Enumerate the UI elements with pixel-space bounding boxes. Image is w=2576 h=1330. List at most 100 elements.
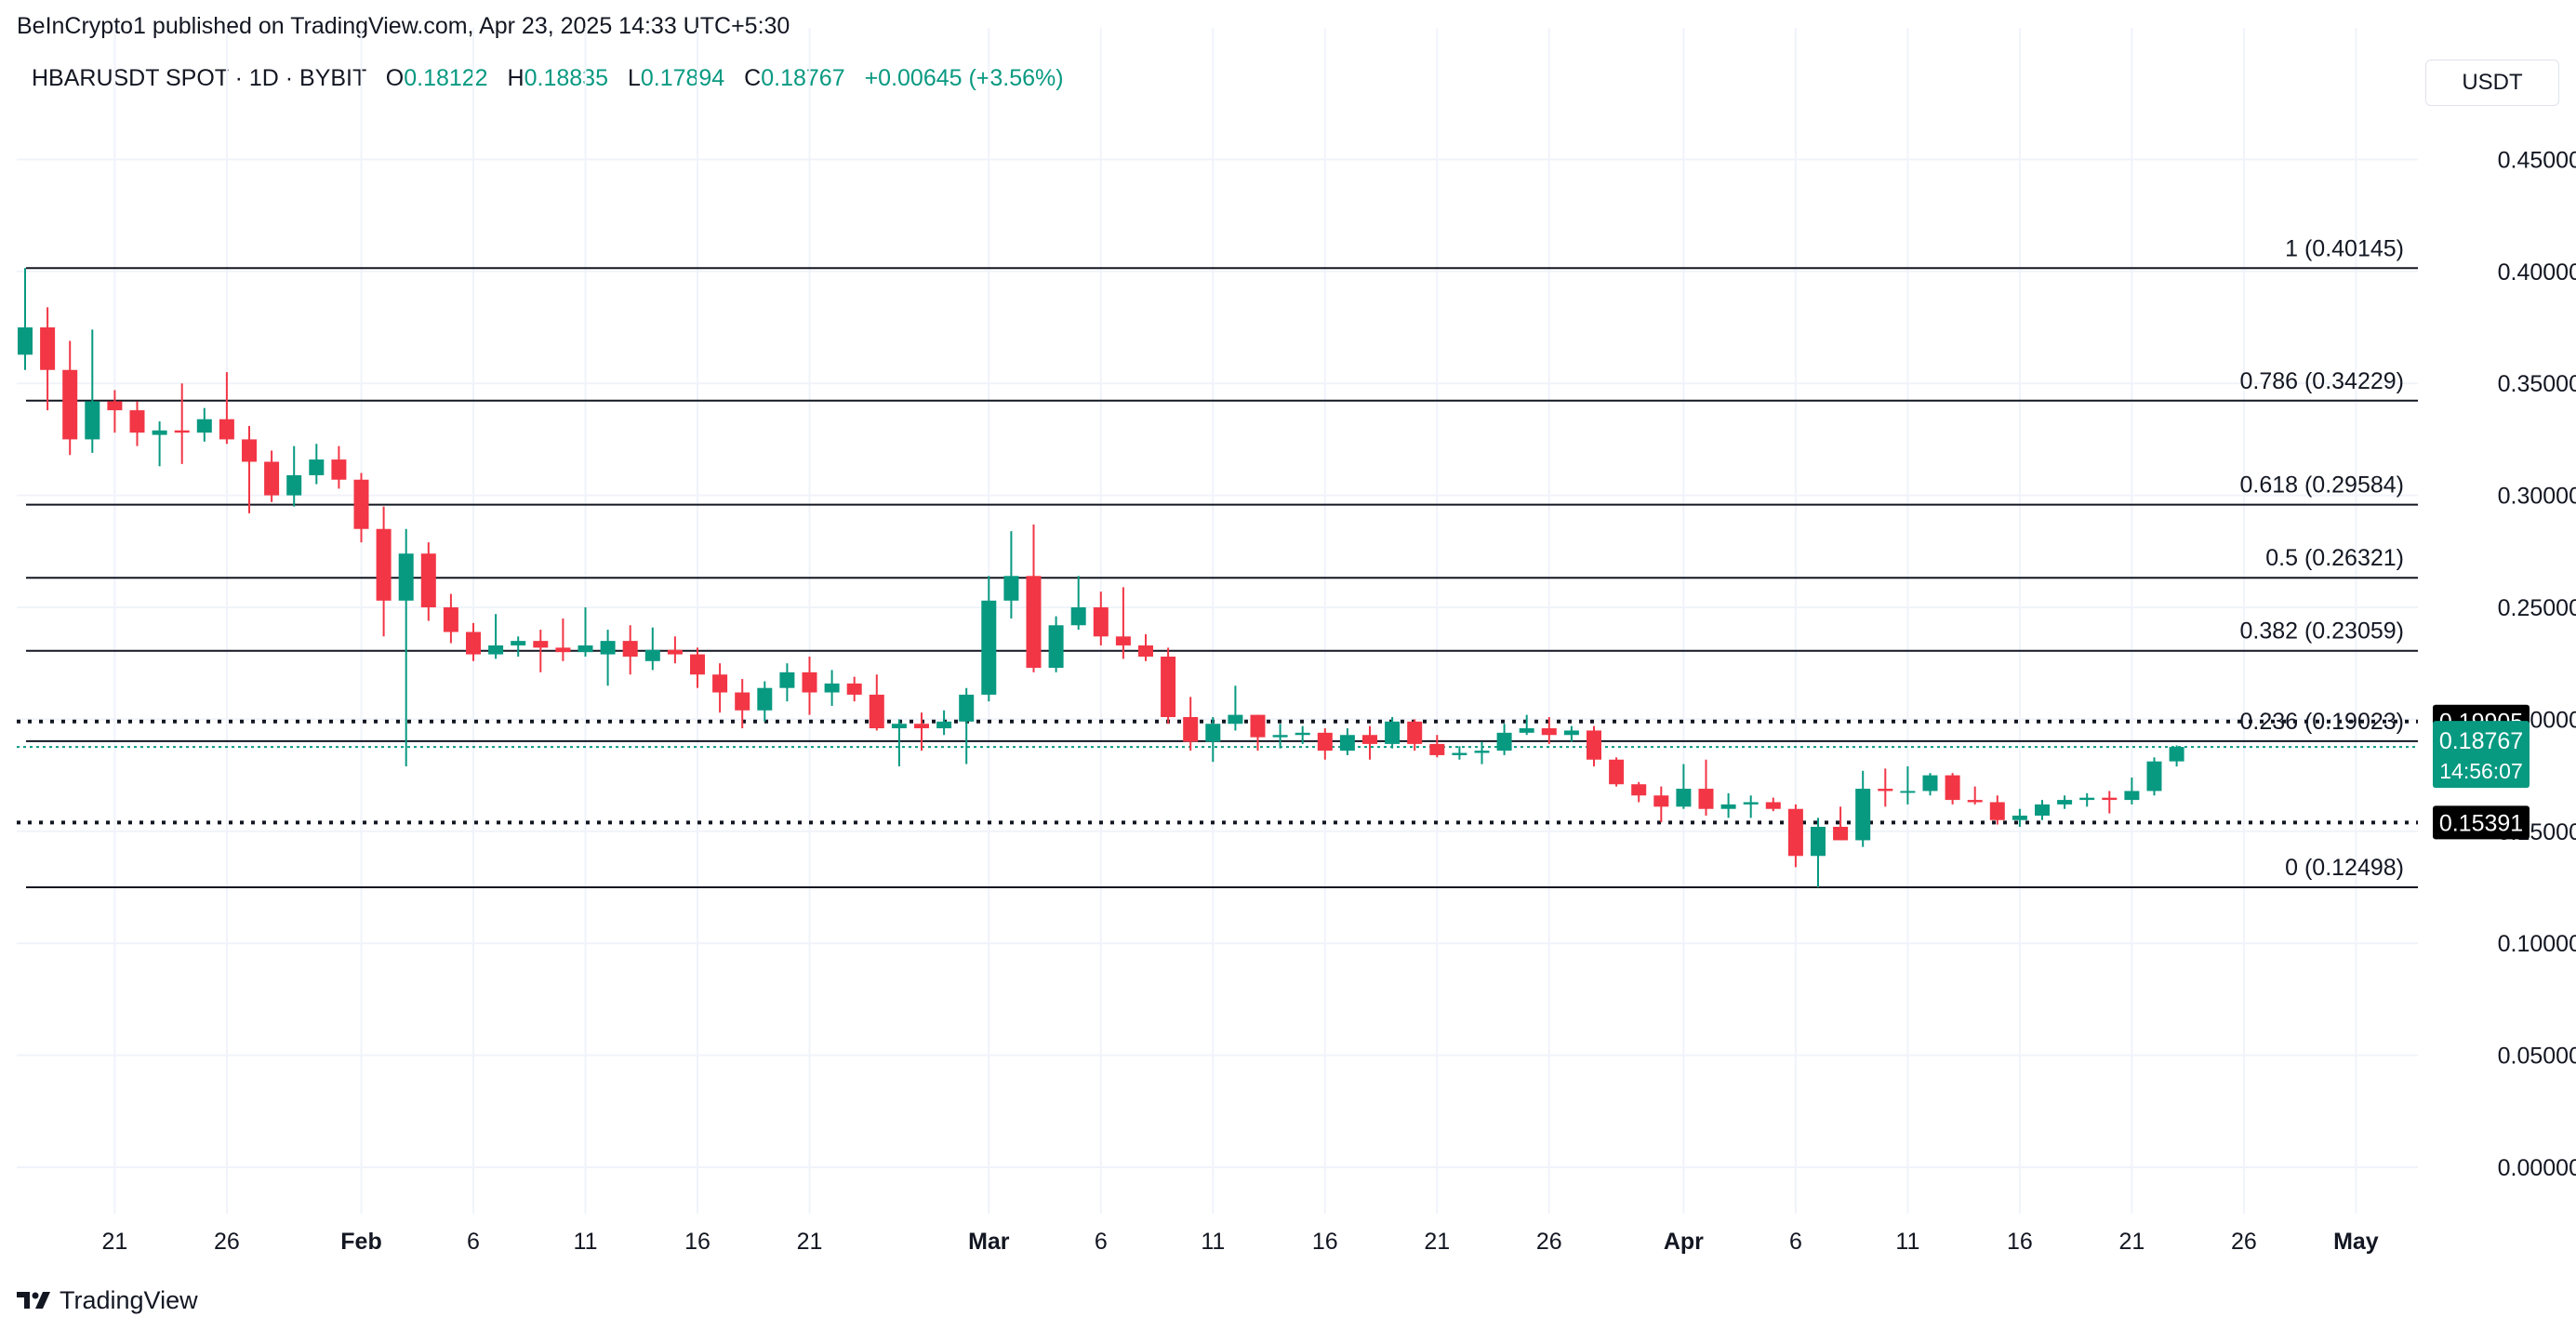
candle-body (779, 672, 795, 688)
candle-body (1138, 645, 1153, 657)
time-tick-label: 16 (684, 1229, 710, 1255)
candle-body (420, 553, 436, 607)
candle-body (981, 600, 997, 695)
candle-body (511, 641, 526, 645)
tradingview-brand[interactable]: TradingView (17, 1283, 198, 1317)
candle (1765, 797, 1781, 812)
candle-body (824, 683, 840, 693)
candle (1407, 719, 1423, 751)
time-tick-label: 6 (1789, 1229, 1802, 1255)
candle (2169, 745, 2184, 767)
candle-body (1855, 789, 1871, 841)
candle-body (1989, 802, 2005, 820)
candle (2124, 778, 2140, 805)
time-axis[interactable]: 21 26 Feb 6 11 16 21 Mar 6 11 16 21 26 Apr 6 11 16 21 26 Ma… (101, 1229, 2378, 1255)
candle-body (107, 401, 123, 411)
candle-body (1967, 800, 1983, 803)
candle-body (1115, 636, 1131, 645)
candle-body (62, 369, 78, 440)
time-tick-label: 26 (1536, 1229, 1562, 1255)
candle (1811, 818, 1826, 887)
price-tick-label: 0.25000 (2498, 595, 2576, 621)
candle (1138, 633, 1153, 661)
candle (622, 625, 638, 675)
candle (219, 372, 234, 445)
candle-body (1317, 732, 1333, 751)
candle-body (2124, 791, 2140, 801)
candle (959, 687, 975, 765)
candle-body (891, 724, 907, 729)
candle (1385, 716, 1401, 749)
low-label: L (627, 65, 641, 91)
fib-level-label: 0.382 (0.23059) (2239, 618, 2404, 645)
candle (1945, 773, 1960, 805)
tradingview-logo-icon (17, 1292, 50, 1309)
candle (2146, 757, 2162, 796)
candle-body (466, 632, 481, 655)
candle (1563, 725, 1579, 742)
candle-body (1587, 730, 1601, 760)
candle-body (443, 607, 458, 632)
candle (2012, 808, 2027, 827)
candle (2035, 800, 2050, 820)
candle (1317, 728, 1333, 760)
candle-body (1070, 607, 1086, 626)
candle-body (264, 461, 280, 496)
candle-body (1003, 576, 1019, 601)
candle (779, 663, 795, 702)
time-tick-label: Mar (968, 1229, 1010, 1255)
time-tick-label: 21 (797, 1229, 823, 1255)
candle-body (735, 692, 750, 711)
price-axis[interactable]: 0.000000.050000.100000.150000.200000.250… (2498, 147, 2576, 1181)
candle-body (1362, 735, 1377, 744)
candle (1720, 792, 1736, 818)
candle (644, 627, 660, 671)
candle-body (2079, 797, 2095, 801)
candle (511, 636, 526, 657)
candle-body (846, 683, 862, 695)
candle-body (40, 327, 56, 370)
candle-body (85, 401, 100, 440)
candle-body (2102, 797, 2118, 801)
candle (1048, 616, 1064, 672)
candle (1967, 786, 1983, 805)
candle (1205, 716, 1221, 763)
candle-body (1541, 728, 1557, 736)
candlestick-chart[interactable]: 1 (0.40145) 0.786 (0.34229) 0.618 (0.29584… (0, 0, 2576, 1283)
fib-level-label: 0.236 (0.19023) (2239, 709, 2404, 735)
candle (1587, 725, 1601, 766)
candle-body (376, 528, 392, 601)
candle (1115, 587, 1131, 659)
price-tick-label: 0.30000 (2498, 484, 2576, 510)
candle-body (242, 439, 257, 462)
level-price-badge (2433, 805, 2530, 840)
candle (1250, 714, 1266, 751)
candle-body (1945, 775, 1960, 801)
candle-body (174, 430, 190, 433)
currency-button[interactable]: USDT (2425, 60, 2559, 106)
candle-body (2146, 761, 2162, 791)
horizontal-levels[interactable] (17, 719, 2418, 825)
candle-body (286, 474, 302, 496)
symbol-label[interactable]: HBARUSDT SPOT · 1D · BYBIT (32, 65, 366, 91)
open-label: O (385, 65, 405, 91)
candle (914, 712, 929, 751)
candle (2079, 792, 2095, 807)
candle (85, 329, 100, 453)
candle-body (1631, 784, 1647, 796)
candle (1070, 576, 1086, 631)
candle (1833, 806, 1849, 841)
candle-body (353, 479, 369, 529)
candle-body (1183, 716, 1199, 742)
candle-body (1743, 802, 1759, 805)
candle-body (1161, 656, 1176, 717)
candle (1003, 531, 1019, 619)
candle-body (1878, 789, 1893, 791)
bar-countdown-text: 14:56:07 (2439, 759, 2523, 783)
price-tick-label: 0.40000 (2498, 259, 2576, 286)
candle-body (600, 641, 616, 655)
candle (1609, 757, 1625, 787)
candles (18, 268, 2184, 887)
candle-body (712, 674, 728, 693)
